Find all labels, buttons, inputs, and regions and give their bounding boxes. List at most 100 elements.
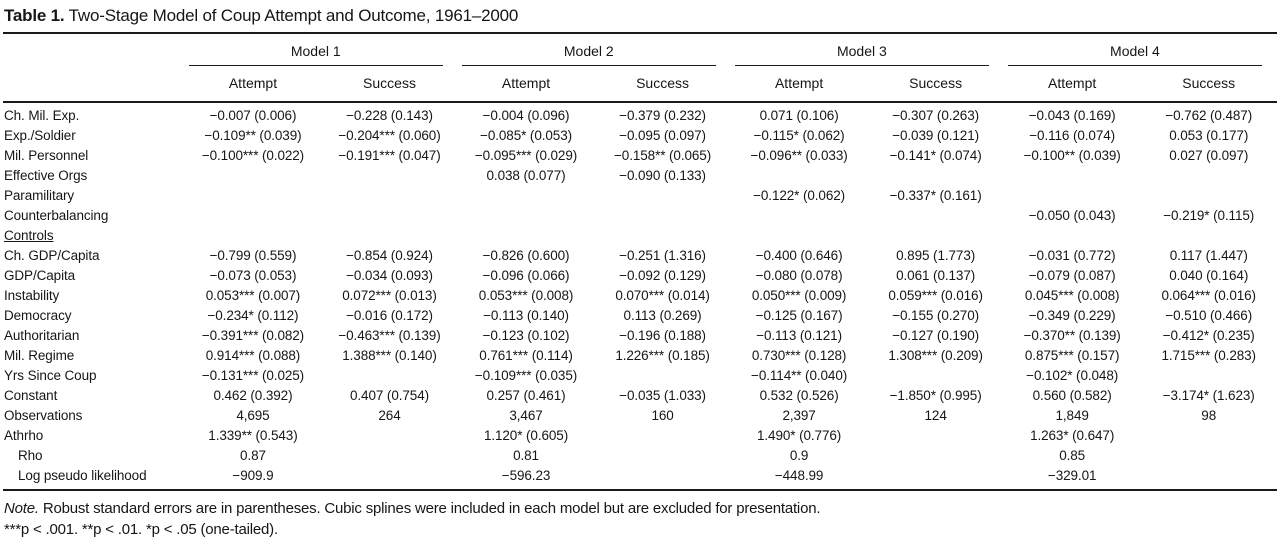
value-cell: −0.379 (0.232) — [619, 108, 706, 123]
value-cell: −0.035 (1.033) — [619, 388, 706, 403]
table-row: Rho 0.87 0.81 0.9 0.85 — [3, 446, 1277, 466]
value-cell: 2,397 — [782, 408, 816, 423]
row-label: Instability — [4, 288, 60, 303]
value-cell: −0.762 (0.487) — [1165, 108, 1253, 123]
row-label: Counterbalancing — [4, 208, 109, 223]
model-header-row: Model 1 Model 2 Model 3 Model 4 — [3, 33, 1277, 66]
value-cell — [594, 426, 731, 446]
value-cell: 0.407 (0.754) — [349, 388, 429, 403]
table-row: Ch. GDP/Capita −0.799 (0.559) −0.854 (0.92… — [3, 246, 1277, 266]
table-number: Table 1. — [4, 6, 65, 25]
value-cell: −0.127 (0.190) — [892, 328, 980, 343]
value-cell: 0.87 — [240, 448, 266, 463]
value-cell — [321, 186, 458, 206]
row-label: Mil. Personnel — [4, 148, 89, 163]
value-cell: 0.532 (0.526) — [759, 388, 839, 403]
value-cell — [594, 466, 731, 490]
value-cell: 0.053 (0.177) — [1169, 128, 1249, 143]
value-cell — [1140, 186, 1277, 206]
value-cell — [1140, 226, 1277, 246]
value-cell: −0.113 (0.140) — [483, 308, 569, 323]
value-cell: −0.096** (0.033) — [750, 148, 848, 163]
value-cell — [321, 466, 458, 490]
row-label: Observations — [4, 408, 83, 423]
table-row: Athrho 1.339** (0.543) 1.120* (0.605) 1.490… — [3, 426, 1277, 446]
table-row: Counterbalancing −0.050 (0.043) −0.219* (0… — [3, 206, 1277, 226]
value-cell — [731, 226, 868, 246]
value-cell — [185, 166, 322, 186]
value-cell: 0.070*** (0.014) — [615, 288, 710, 303]
value-cell: 1.263* (0.647) — [1030, 428, 1115, 443]
value-cell: −0.109*** (0.035) — [474, 368, 578, 383]
value-cell: 0.053*** (0.008) — [478, 288, 574, 303]
value-cell: 0.117 (1.447) — [1169, 248, 1248, 263]
value-cell: −0.349 (0.229) — [1028, 308, 1116, 323]
value-cell: −0.007 (0.006) — [209, 108, 297, 123]
value-cell: −0.109** (0.039) — [204, 128, 302, 143]
row-label: Ch. Mil. Exp. — [4, 108, 80, 123]
value-cell — [731, 206, 868, 226]
value-cell: 0.071 (0.106) — [759, 108, 839, 123]
value-cell: 0.053*** (0.007) — [205, 288, 301, 303]
value-cell: 160 — [651, 408, 674, 423]
value-cell: 1.226*** (0.185) — [615, 348, 710, 363]
table-body: Ch. Mil. Exp. −0.007 (0.006) −0.228 (0.143… — [3, 102, 1277, 490]
row-label: Rho — [18, 448, 43, 463]
value-cell: −329.01 — [1047, 468, 1097, 483]
table-row: Observations 4,695 264 3,467 160 2,397 124 1,84… — [3, 406, 1277, 426]
value-cell — [1004, 186, 1141, 206]
table-row: Ch. Mil. Exp. −0.007 (0.006) −0.228 (0.143… — [3, 102, 1277, 126]
attempt-header: Attempt — [457, 66, 595, 103]
table-row: Mil. Personnel −0.100*** (0.022) −0.191***… — [3, 146, 1277, 166]
value-cell: −0.141* (0.074) — [889, 148, 982, 163]
row-label: Controls — [4, 228, 54, 243]
value-cell: −0.125 (0.167) — [755, 308, 843, 323]
value-cell — [1140, 166, 1277, 186]
table-row: Exp./Soldier −0.109** (0.039) −0.204*** (0… — [3, 126, 1277, 146]
value-cell: −0.123 (0.102) — [482, 328, 570, 343]
attempt-header: Attempt — [730, 66, 868, 103]
value-cell: −0.510 (0.466) — [1165, 308, 1253, 323]
value-cell: 1.120* (0.605) — [483, 428, 569, 443]
value-cell: −0.191*** (0.047) — [338, 148, 441, 163]
table-row: Constant 0.462 (0.392) 0.407 (0.754) 0.257 … — [3, 386, 1277, 406]
value-cell — [867, 166, 1004, 186]
row-label: Mil. Regime — [4, 348, 75, 363]
value-cell: −0.122* (0.062) — [753, 188, 846, 203]
value-cell: −0.043 (0.169) — [1028, 108, 1116, 123]
value-cell: −0.016 (0.172) — [346, 308, 433, 323]
value-cell: 0.072*** (0.013) — [342, 288, 437, 303]
value-cell — [321, 166, 458, 186]
row-label: Paramilitary — [4, 188, 75, 203]
value-cell — [185, 206, 322, 226]
table-row: Log pseudo likelihood −909.9 −596.23 −448.9… — [3, 466, 1277, 490]
value-cell: 0.730*** (0.128) — [751, 348, 847, 363]
row-label: Exp./Soldier — [4, 128, 76, 143]
value-cell: −0.400 (0.646) — [755, 248, 843, 263]
model-label: Model 2 — [461, 43, 716, 66]
value-cell: −0.158** (0.065) — [614, 148, 712, 163]
value-cell: 0.061 (0.137) — [896, 268, 976, 283]
value-cell: −0.073 (0.053) — [209, 268, 297, 283]
value-cell: 0.050*** (0.009) — [751, 288, 847, 303]
value-cell — [1140, 446, 1277, 466]
value-cell: −0.050 (0.043) — [1028, 208, 1116, 223]
attempt-header: Attempt — [184, 66, 322, 103]
value-cell: −0.131*** (0.025) — [201, 368, 305, 383]
value-cell: 0.85 — [1059, 448, 1086, 463]
value-cell: −0.095 (0.097) — [619, 128, 706, 143]
table-row: Paramilitary −0.122* (0.062) −0.337* (0.16… — [3, 186, 1277, 206]
row-label: Democracy — [4, 308, 72, 323]
note-prefix: Note. — [4, 500, 39, 517]
model-label: Model 1 — [188, 43, 443, 66]
table-notes: Note. Robust standard errors are in pare… — [3, 491, 1277, 541]
success-header: Success — [321, 66, 458, 103]
row-label: Athrho — [4, 428, 44, 443]
value-cell: 3,467 — [509, 408, 543, 423]
subheader-row: Attempt Success Attempt Success Attempt … — [3, 66, 1277, 103]
corner-cell — [3, 33, 185, 66]
value-cell: 0.462 (0.392) — [213, 388, 293, 403]
table-row: Controls — [3, 226, 1277, 246]
value-cell — [458, 226, 595, 246]
success-header: Success — [594, 66, 731, 103]
